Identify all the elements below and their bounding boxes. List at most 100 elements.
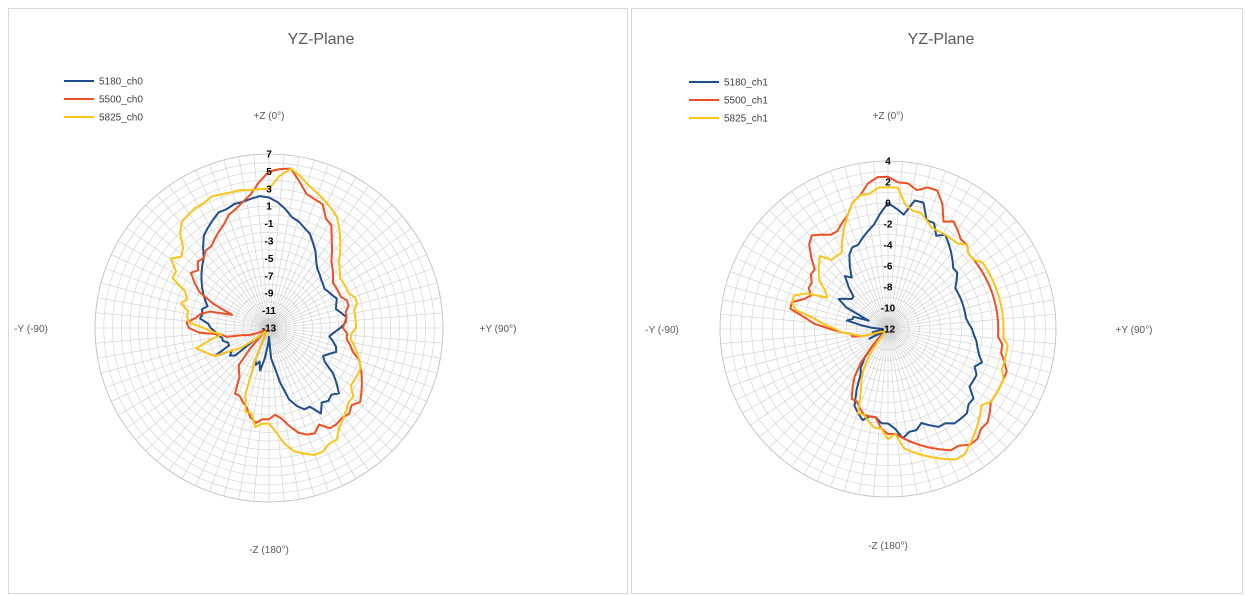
grid-spoke [268,327,441,359]
series-line-5180_ch0 [199,195,348,415]
direction-label-left: -Y (-90) [645,325,679,336]
axis-tick-label: 0 [885,199,891,210]
grid-spoke [268,154,285,329]
axis-tick-label: 2 [885,178,891,189]
grid-spoke [195,170,270,329]
grid-spoke [253,327,270,502]
legend-entry: 5825_ch1 [724,114,768,125]
axis-tick-label: -11 [262,306,276,317]
grid-spoke [268,159,315,329]
grid-spoke [759,328,889,438]
grid-spoke [887,209,1008,330]
grid-spoke [118,327,270,416]
grid-spoke [887,328,1056,344]
grid-spoke [887,328,1017,438]
grid-spoke [887,161,903,330]
chart-panel-ch1: 4 2 0 -2 -4 -6 -8 -10 -12 YZ-Plane +Z (0°) -Z (180°… [631,8,1243,594]
legend-entry: 5500_ch1 [724,96,768,107]
grid-spoke [97,327,270,359]
radar-chart-ch0: 7 5 3 1 -1 -3 -5 -7 -9 -11 -13 YZ-Plane +Z (0°) -Z (1… [14,31,516,556]
outer-ring [719,160,1057,498]
axis-tick-label: -7 [265,271,274,282]
grid-spoke [887,328,1046,387]
axis-tick-label: -13 [262,324,277,335]
grid-spoke [209,327,270,492]
grid-spoke [238,327,270,500]
grid-spoke [722,328,889,359]
direction-label-left: -Y (-90) [14,324,48,335]
direction-label-bottom: -Z (180°) [868,541,908,552]
grid-spoke [268,327,382,462]
axis-tick-label: 1 [266,202,272,213]
grid-spoke [268,327,433,388]
legend-entry: 5825_ch0 [99,113,143,124]
grid-spoke [730,328,889,387]
grid-spoke [887,328,960,482]
radar-grid [94,153,444,503]
grid-spoke [105,327,270,388]
grid-spoke [97,297,270,329]
radar-grid [719,160,1057,498]
grid-spoke [268,204,393,329]
grid-spoke [887,328,1054,359]
grid-spoke [100,282,270,329]
grid-spoke [830,171,889,330]
grid-spoke [887,191,985,330]
axis-tick-label: 7 [266,150,272,161]
grid-spoke [803,328,889,475]
grid-spoke [887,328,932,492]
axis-tick-label: 4 [885,157,891,168]
grid-spoke [887,328,1041,401]
axis-tick-label: -4 [884,241,893,252]
grid-spoke [887,244,1034,330]
grid-spoke [844,328,889,492]
grid-spoke [844,166,889,330]
grid-spoke [750,328,889,426]
grid-spoke [887,328,1026,426]
grid-spoke [145,327,270,452]
series-line-5500_ch0 [185,167,363,436]
grid-spoke [735,328,889,401]
grid-spoke [887,257,1041,330]
grid-spoke [168,327,270,471]
grid-spoke [268,282,438,329]
grid-spoke [803,183,889,330]
grid-spoke [887,328,903,497]
grid-spoke [268,327,343,486]
grid-spoke [268,215,403,329]
grid-spoke [887,200,997,330]
grid-spoke [759,220,889,330]
grid-spoke [268,327,393,452]
grid-spoke [268,327,427,402]
grid-spoke [95,327,270,344]
grid-spoke [887,176,960,330]
grid-spoke [887,163,918,330]
grid-spoke [95,312,270,329]
axis-tick-label: 3 [266,184,272,195]
grid-spoke [268,194,382,329]
axis-tick-label: -12 [881,325,896,336]
grid-spoke [887,171,946,330]
direction-label-top: +Z (0°) [873,111,904,122]
grid-spoke [156,327,270,462]
grid-spoke [779,200,889,330]
grid-spoke [887,328,1051,373]
legend-entry: 5180_ch1 [724,78,768,89]
grid-spoke [156,194,270,329]
grid-spoke [268,327,412,429]
grid-spoke [209,164,270,329]
axis-tick-label: -2 [884,220,893,231]
grid-spoke [181,327,270,479]
grid-spoke [742,328,889,414]
series-line-5825_ch0 [169,167,362,457]
grid-spoke [268,164,329,329]
grid-spoke [268,156,300,329]
grid-spoke [223,159,270,329]
grid-spoke [118,240,270,329]
grid-spoke [791,191,889,330]
grid-spoke [111,327,270,402]
chart-title: YZ-Plane [288,31,355,48]
grid-spoke [268,170,343,329]
grid-spoke [887,183,973,330]
outer-ring [94,153,444,503]
